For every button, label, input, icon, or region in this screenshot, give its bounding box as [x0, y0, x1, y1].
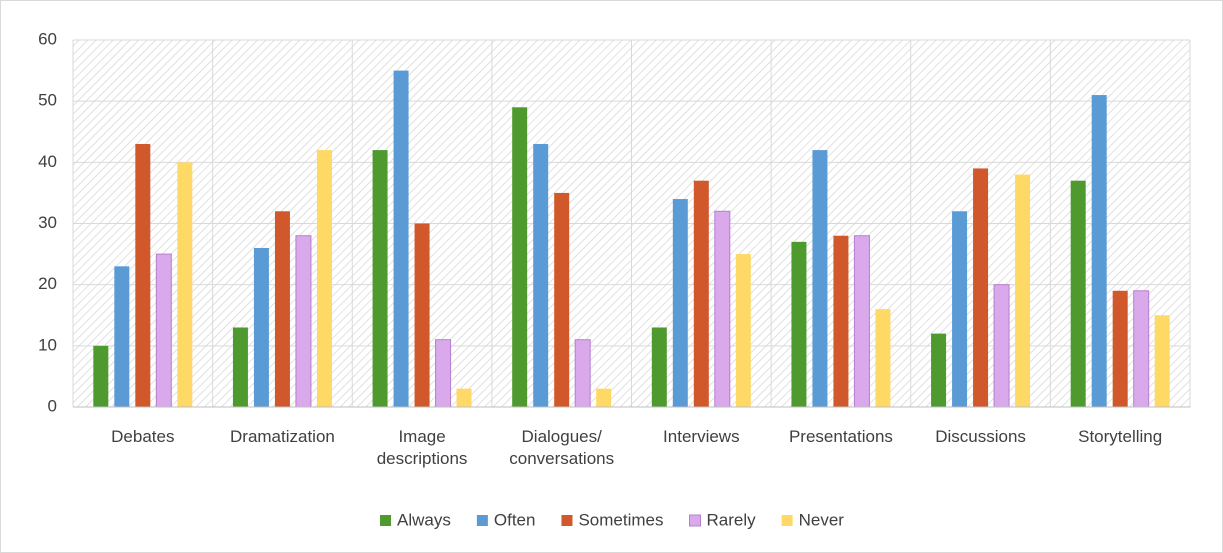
bar: [791, 241, 807, 407]
legend-swatch: [476, 515, 488, 526]
bar: [393, 70, 409, 407]
bar: [833, 235, 849, 407]
x-tick-label: Debates: [111, 427, 175, 446]
y-tick-label: 60: [38, 29, 57, 48]
x-tick-label: Storytelling: [1078, 427, 1163, 446]
bar: [253, 247, 269, 407]
y-tick-label: 10: [38, 335, 57, 354]
bar: [1070, 180, 1086, 407]
legend-label: Rarely: [707, 510, 757, 529]
bar: [155, 253, 172, 408]
bar: [512, 107, 528, 408]
legend-swatch: [781, 515, 793, 526]
bar: [114, 266, 130, 407]
x-tick-label: Dramatization: [230, 427, 335, 446]
y-tick-label: 30: [38, 213, 57, 232]
y-tick-label: 20: [38, 274, 57, 293]
bar: [714, 210, 731, 408]
bar: [853, 235, 870, 408]
legend-label: Sometimes: [578, 510, 663, 529]
legend-label: Often: [494, 510, 536, 529]
bar: [414, 223, 430, 407]
bar: [875, 309, 891, 407]
bar: [931, 333, 947, 407]
legend-label: Always: [397, 510, 451, 529]
bar: [456, 388, 472, 407]
bar: [1112, 290, 1128, 407]
x-tick-label: Dialogues/ conversations: [509, 427, 615, 468]
bar: [533, 143, 549, 407]
bar: [316, 150, 332, 407]
bar: [693, 180, 709, 407]
bar: [1154, 315, 1170, 407]
bar: [672, 199, 688, 407]
bar: [952, 211, 968, 407]
bar: [93, 345, 109, 407]
bar: [135, 143, 151, 407]
bar: [435, 339, 452, 408]
bar: [812, 150, 828, 407]
bar: [295, 235, 312, 408]
bar: [735, 254, 751, 407]
y-tick-label: 50: [38, 91, 57, 110]
x-tick-label: Discussions: [935, 427, 1026, 446]
legend-swatch: [380, 515, 392, 526]
bar: [574, 339, 591, 408]
bar: [1133, 290, 1150, 408]
bar: [232, 327, 248, 407]
bar: [993, 284, 1010, 408]
bar: [177, 162, 193, 407]
x-tick-label: Image descriptions: [376, 427, 468, 468]
bar: [1091, 95, 1107, 408]
legend-swatch: [561, 515, 573, 526]
bar: [372, 150, 388, 407]
x-tick-label: Presentations: [788, 427, 893, 446]
y-tick-label: 40: [38, 152, 57, 171]
legend-label: Never: [799, 510, 845, 529]
bar: [596, 388, 612, 407]
bar: [274, 211, 290, 407]
bar: [554, 192, 570, 407]
bar: [651, 327, 667, 407]
x-tick-label: Interviews: [663, 427, 740, 446]
bar: [973, 168, 989, 407]
bar: [1015, 174, 1031, 407]
legend-swatch: [689, 514, 701, 527]
y-tick-label: 0: [48, 396, 57, 415]
